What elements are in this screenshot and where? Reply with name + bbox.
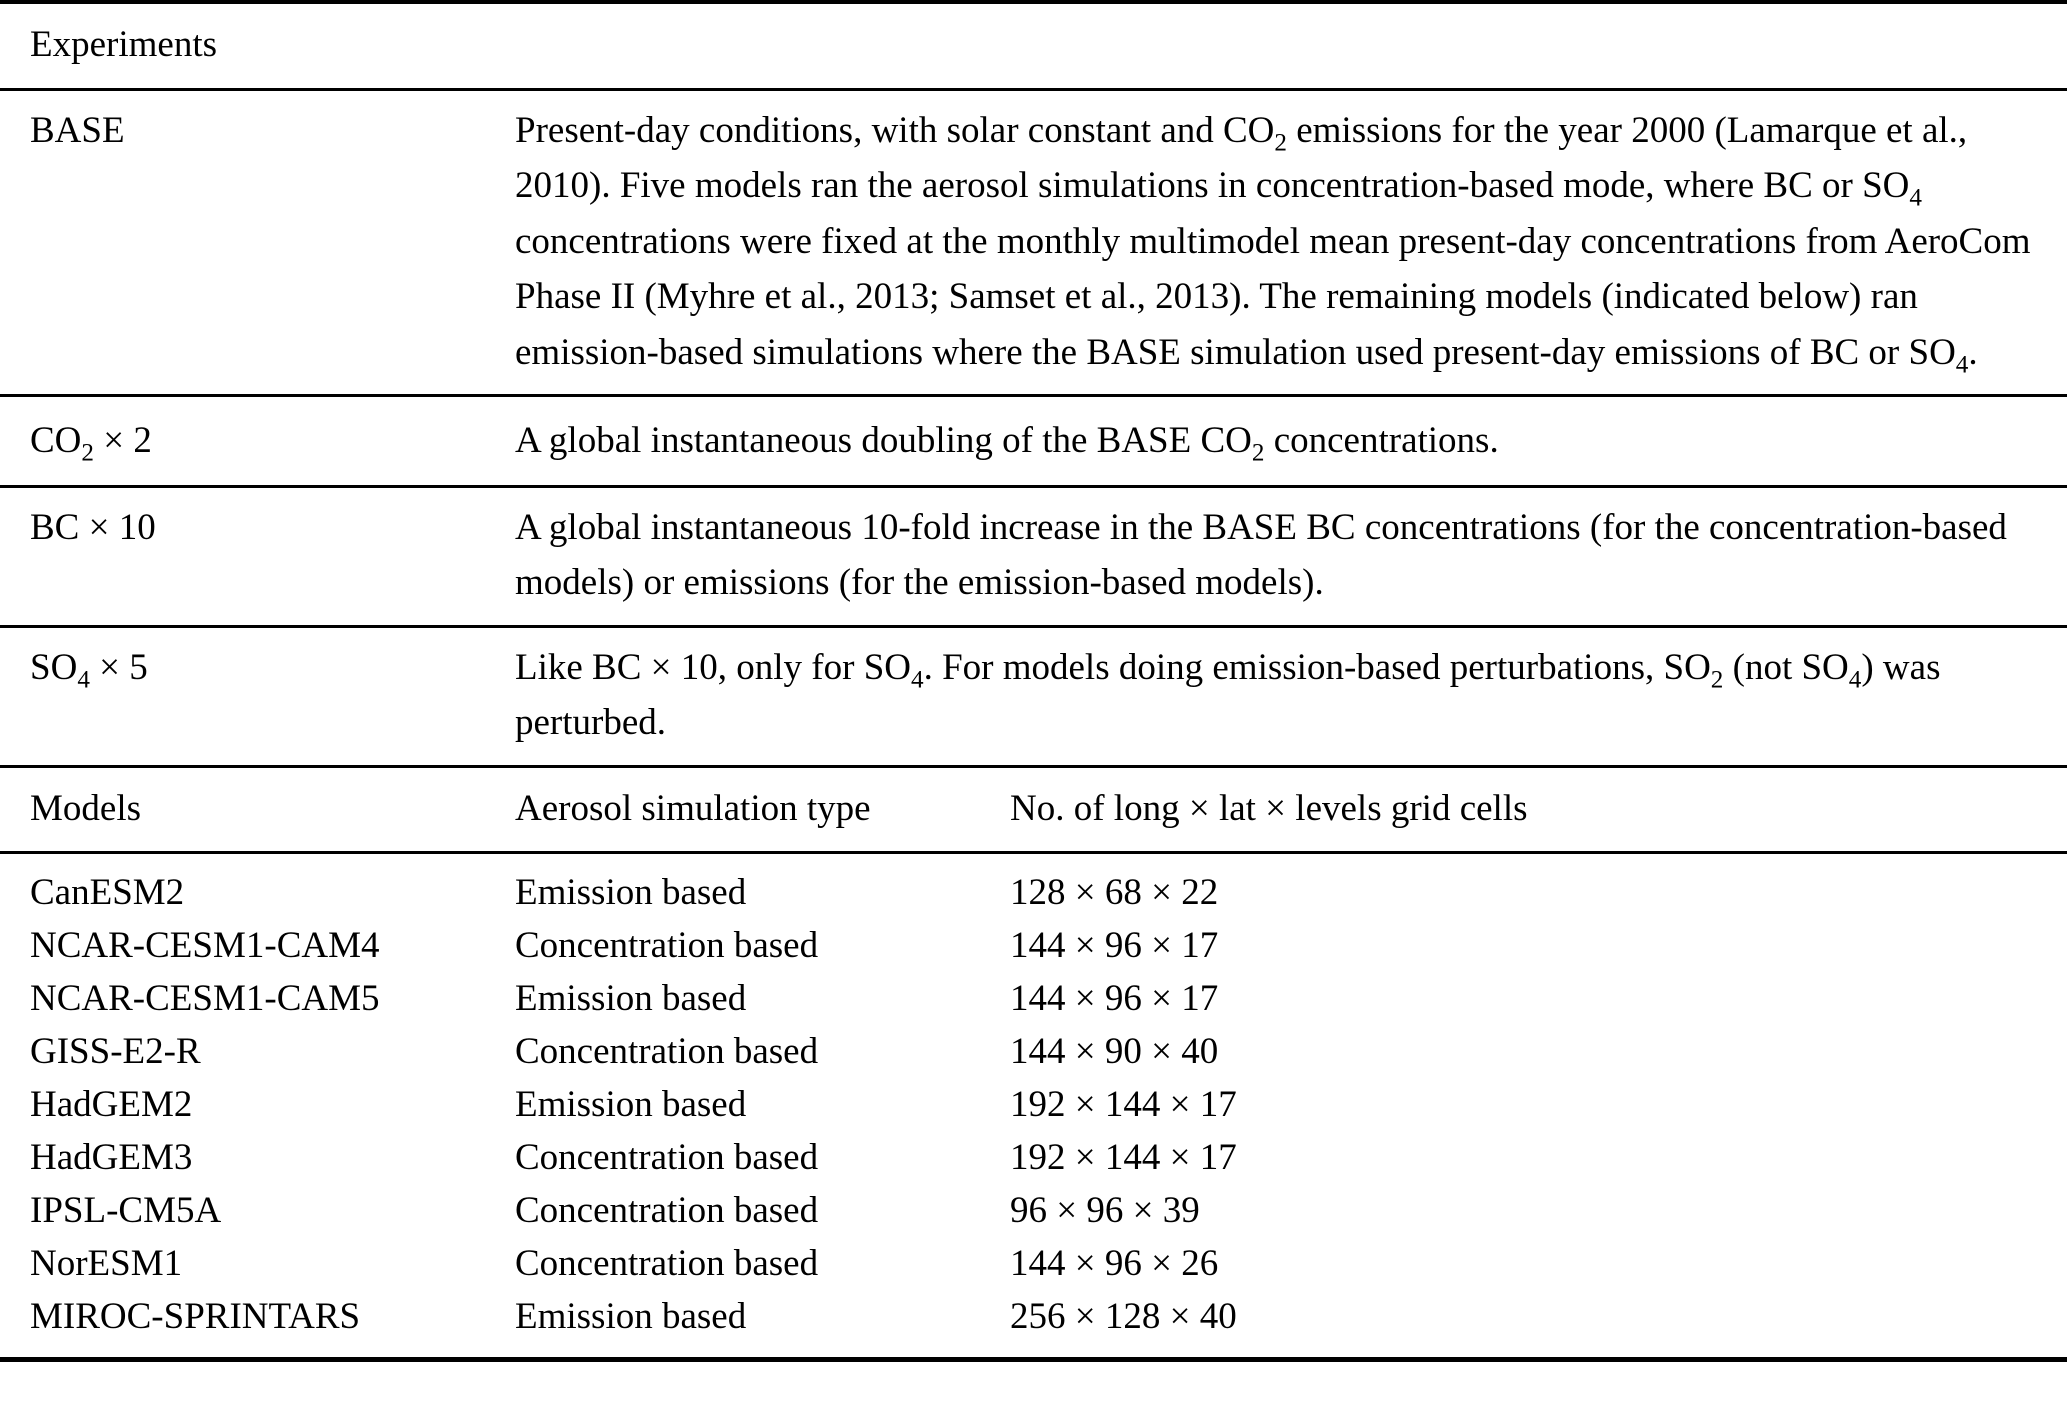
model-type: Concentration based [515,1031,819,1073]
model-row-giss-e2-r: GISS-E2-R Concentration based 144 × 90 ×… [30,1025,2032,1078]
models-header-type: Aerosol simulation type [515,787,871,829]
experiments-header-row: Experiments [0,4,2067,88]
models-body: CanESM2 Emission based 128 × 68 × 22 NCA… [0,854,2067,1357]
experiment-description-co2x2: A global instantaneous doubling of the B… [515,420,1499,467]
model-type: Emission based [515,872,747,914]
model-name: HadGEM2 [30,1084,193,1126]
model-row-hadgem2: HadGEM2 Emission based 192 × 144 × 17 [30,1078,2032,1131]
experiment-label-co2x2: CO2 × 2 [30,420,152,467]
rule-after-base [0,394,2067,398]
model-type: Concentration based [515,1243,819,1285]
experiment-row-bcx10: BC × 10 A global instantaneous 10-fold i… [0,488,2067,625]
model-row-ncar-cesm1-cam4: NCAR-CESM1-CAM4 Concentration based 144 … [30,919,2032,972]
experiment-row-co2x2: CO2 × 2 A global instantaneous doubling … [0,397,2067,485]
model-grid: 128 × 68 × 22 [1010,872,1219,914]
models-header-models: Models [30,787,141,829]
experiment-row-base: BASE Present-day conditions, with solar … [0,91,2067,395]
model-grid: 144 × 90 × 40 [1010,1031,1219,1073]
table-top-rule [0,0,2067,4]
model-name: CanESM2 [30,872,185,914]
model-type: Concentration based [515,1190,819,1232]
rule-after-so4x5 [0,764,2067,768]
rule-after-models-header [0,851,2067,855]
model-name: GISS-E2-R [30,1031,201,1073]
model-grid: 96 × 96 × 39 [1010,1190,1200,1232]
model-grid: 144 × 96 × 17 [1010,978,1219,1020]
model-grid: 256 × 128 × 40 [1010,1296,1237,1338]
models-header-grid: No. of long × lat × levels grid cells [1010,787,1528,829]
experiment-description-so4x5: Like BC × 10, only for SO4. For models d… [515,646,1941,744]
model-grid: 192 × 144 × 17 [1010,1084,1237,1126]
model-grid: 144 × 96 × 26 [1010,1243,1219,1285]
model-row-ipsl-cm5a: IPSL-CM5A Concentration based 96 × 96 × … [30,1184,2032,1237]
table-bottom-rule [0,1357,2067,1363]
rule-after-bcx10 [0,624,2067,628]
model-row-miroc-sprintars: MIROC-SPRINTARS Emission based 256 × 128… [30,1290,2032,1343]
model-row-hadgem3: HadGEM3 Concentration based 192 × 144 × … [30,1131,2032,1184]
model-type: Emission based [515,978,747,1020]
model-grid: 144 × 96 × 17 [1010,925,1219,967]
models-header-row: Models Aerosol simulation type No. of lo… [0,768,2067,852]
model-row-canesm2: CanESM2 Emission based 128 × 68 × 22 [30,866,2032,919]
model-name: NCAR-CESM1-CAM4 [30,925,380,967]
model-name: HadGEM3 [30,1137,193,1179]
model-type: Concentration based [515,925,819,967]
model-name: IPSL-CM5A [30,1190,222,1232]
experiment-row-so4x5: SO4 × 5 Like BC × 10, only for SO4. For … [0,628,2067,765]
rule-after-experiments-header [0,87,2067,91]
model-type: Emission based [515,1296,747,1338]
experiment-description-base: Present-day conditions, with solar const… [515,109,2031,379]
experiment-label-so4x5: SO4 × 5 [30,646,148,694]
model-row-ncar-cesm1-cam5: NCAR-CESM1-CAM5 Emission based 144 × 96 … [30,972,2032,1025]
model-name: NorESM1 [30,1243,183,1285]
model-row-noresm1: NorESM1 Concentration based 144 × 96 × 2… [30,1237,2032,1290]
model-type: Concentration based [515,1137,819,1179]
rule-after-co2x2 [0,484,2067,488]
experiment-label-base: BASE [30,109,125,151]
model-name: MIROC-SPRINTARS [30,1296,361,1338]
experiments-header-label: Experiments [30,24,218,65]
experiment-description-bcx10: A global instantaneous 10-fold increase … [515,506,2007,604]
model-grid: 192 × 144 × 17 [1010,1137,1237,1179]
model-name: NCAR-CESM1-CAM5 [30,978,380,1020]
experiment-label-bcx10: BC × 10 [30,506,156,548]
model-type: Emission based [515,1084,747,1126]
